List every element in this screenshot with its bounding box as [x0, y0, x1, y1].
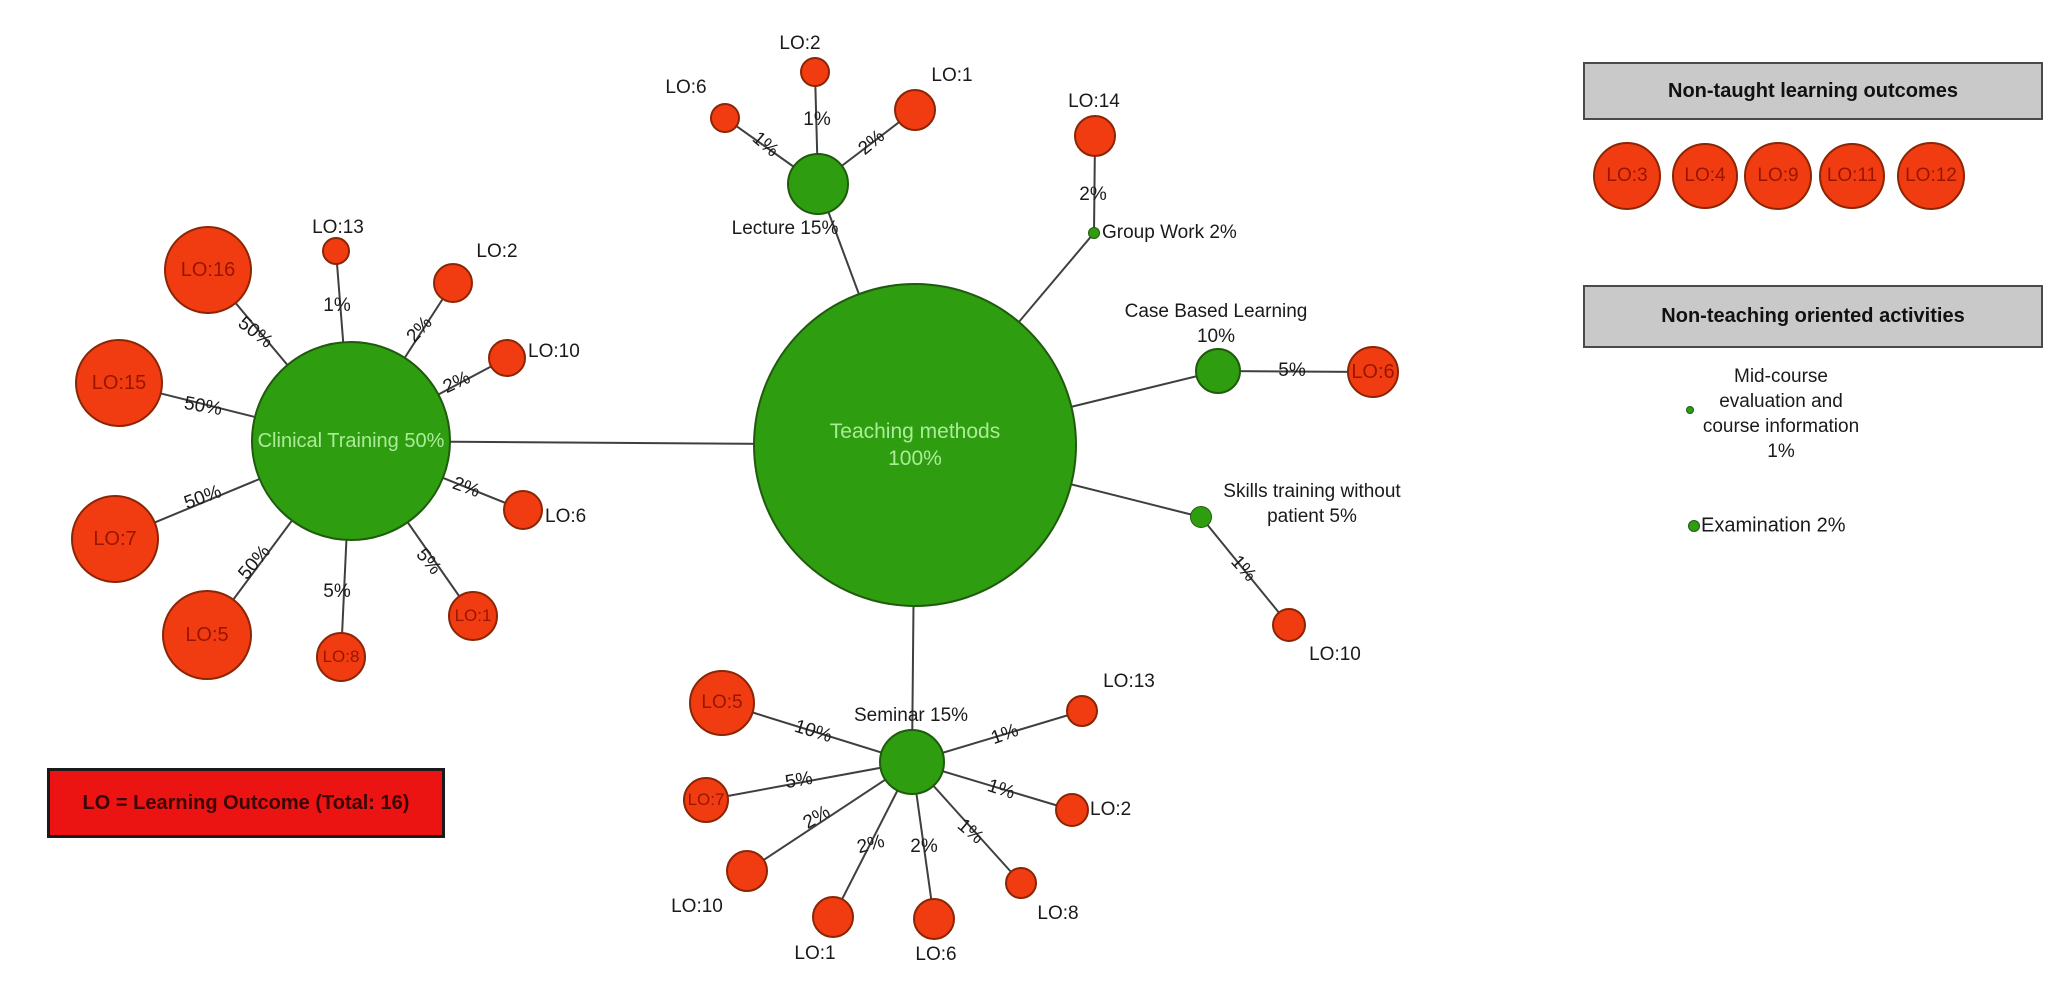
satellite-lecture-lo2: [800, 57, 830, 87]
hub-teaching-methods: Teaching methods 100%: [753, 283, 1077, 607]
non-taught-lo3-label: LO:3: [1606, 165, 1648, 186]
non-taught-lo4: LO:4: [1672, 143, 1738, 209]
satellite-seminar-lo5: LO:5: [689, 670, 755, 736]
satellite-clinical-lo10: [488, 339, 526, 377]
hub-group-work-dot: [1088, 227, 1100, 239]
hub-clinical-training: Clinical Training 50%: [251, 341, 451, 541]
midcourse-dot: [1686, 406, 1694, 414]
midcourse-line3: course information: [1702, 416, 1860, 437]
satellite-clinical-lo16-label: LO:16: [180, 258, 236, 281]
satellite-seminar-lo1-label: LO:1: [794, 943, 836, 964]
satellite-lecture-lo1: [894, 89, 936, 131]
satellite-clinical-lo7: LO:7: [71, 495, 159, 583]
hub-case-based-learning-label: Case Based Learning: [1124, 301, 1308, 322]
hub-teaching-methods-label: Teaching methods: [829, 420, 1001, 443]
satellite-clinical-lo16: LO:16: [164, 226, 252, 314]
panel-header-non-taught: Non-taught learning outcomes: [1583, 62, 2043, 120]
satellite-seminar-lo13: [1066, 695, 1098, 727]
satellite-seminar-lo2: [1055, 793, 1089, 827]
legend-box: LO = Learning Outcome (Total: 16): [47, 768, 445, 838]
non-taught-lo3: LO:3: [1593, 142, 1661, 210]
satellite-seminar-lo13-label: LO:13: [1103, 671, 1155, 692]
satellite-clinical-lo13-label: LO:13: [312, 217, 364, 238]
satellite-clinical-lo1-label: LO:1: [454, 606, 492, 625]
satellite-clinical-lo5-label: LO:5: [185, 623, 229, 646]
hub-clinical-training-label: Clinical Training 50%: [257, 430, 445, 452]
satellite-clinical-lo15: LO:15: [75, 339, 163, 427]
non-taught-lo12-label: LO:12: [1905, 165, 1957, 186]
midcourse-line2: evaluation and: [1719, 391, 1843, 412]
hub-case-based-learning-pct: 10%: [1196, 326, 1236, 347]
non-taught-lo11-label: LO:11: [1826, 165, 1878, 186]
hub-skills-training-label: Skills training without: [1223, 481, 1401, 502]
satellite-clinical-lo7-label: LO:7: [93, 527, 137, 550]
midcourse-text: Mid-course evaluation and course informa…: [1703, 364, 1859, 464]
satellite-seminar-lo1: [812, 896, 854, 938]
edge-label-seminar-lo7-pct: 5%: [783, 767, 815, 794]
satellite-clinical-lo5: LO:5: [162, 590, 252, 680]
hub-seminar-label: Seminar 15%: [853, 705, 969, 726]
edge-label-clinical-lo8-pct: 5%: [323, 581, 351, 602]
satellite-case-based-lo6: LO:6: [1347, 346, 1399, 398]
satellite-group-work-lo14-label: LO:14: [1068, 91, 1120, 112]
satellite-seminar-lo2-label: LO:2: [1090, 799, 1132, 820]
hub-skills-training-pct: patient 5%: [1267, 506, 1357, 527]
examination-label: Examination 2%: [1701, 514, 1846, 537]
satellite-clinical-lo15-label: LO:15: [91, 371, 147, 394]
satellite-clinical-lo6-label: LO:6: [545, 506, 587, 527]
legend-text: LO = Learning Outcome (Total: 16): [82, 791, 410, 814]
satellite-case-based-lo6-label: LO:6: [1351, 360, 1395, 383]
satellite-clinical-lo6: [503, 490, 543, 530]
edge-skills-lo10: [1200, 516, 1290, 626]
edge-label-group-work-lo14-pct: 2%: [1079, 184, 1107, 205]
non-taught-lo9: LO:9: [1744, 142, 1812, 210]
satellite-lecture-lo6-label: LO:6: [665, 77, 707, 98]
non-taught-lo4-label: LO:4: [1684, 165, 1726, 186]
satellite-seminar-lo6: [913, 898, 955, 940]
edge-label-case-based-lo6-pct: 5%: [1278, 360, 1306, 381]
satellite-clinical-lo1: LO:1: [448, 591, 498, 641]
satellite-lecture-lo2-label: LO:2: [779, 33, 821, 54]
edge-seminar-lo7: [705, 761, 913, 801]
hub-case-based-learning: [1195, 348, 1241, 394]
satellite-clinical-lo8-label: LO:8: [322, 647, 360, 666]
satellite-seminar-lo5-label: LO:5: [701, 692, 743, 713]
satellite-seminar-lo7-label: LO:7: [687, 790, 725, 809]
satellite-skills-lo10-label: LO:10: [1309, 644, 1361, 665]
edge-label-seminar-lo6-pct: 2%: [910, 836, 938, 857]
satellite-seminar-lo7: LO:7: [683, 777, 729, 823]
satellite-clinical-lo2-label: LO:2: [476, 241, 518, 262]
examination-dot: [1688, 520, 1700, 532]
midcourse-line1: Mid-course: [1734, 366, 1828, 387]
satellite-clinical-lo2: [433, 263, 473, 303]
satellite-group-work-lo14: [1074, 115, 1116, 157]
satellite-seminar-lo6-label: LO:6: [915, 944, 957, 965]
hub-group-work-label: Group Work 2%: [1102, 222, 1237, 243]
satellite-seminar-lo10-label: LO:10: [671, 896, 723, 917]
edge-label-lecture-lo2-pct: 1%: [803, 109, 831, 130]
hub-seminar: [879, 729, 945, 795]
non-taught-lo12: LO:12: [1897, 142, 1965, 210]
panel-header-non-taught-title: Non-taught learning outcomes: [1668, 79, 1958, 102]
midcourse-pct: 1%: [1767, 441, 1795, 462]
satellite-skills-lo10: [1272, 608, 1306, 642]
satellite-lecture-lo1-label: LO:1: [931, 65, 973, 86]
hub-skills-training-dot: [1190, 506, 1212, 528]
satellite-clinical-lo8: LO:8: [316, 632, 366, 682]
panel-header-non-teaching-title: Non-teaching oriented activities: [1661, 305, 1965, 327]
hub-teaching-methods-pct: 100%: [888, 447, 942, 470]
satellite-clinical-lo13: [322, 237, 350, 265]
satellite-seminar-lo8-label: LO:8: [1037, 903, 1079, 924]
satellite-clinical-lo10-label: LO:10: [528, 341, 580, 362]
edge-label-clinical-lo13-pct: 1%: [323, 295, 351, 316]
non-taught-lo11: LO:11: [1819, 143, 1885, 209]
satellite-seminar-lo8: [1005, 867, 1037, 899]
panel-header-non-teaching: Non-teaching oriented activities: [1583, 285, 2043, 348]
hub-lecture-label: Lecture 15%: [731, 218, 839, 239]
satellite-seminar-lo10: [726, 850, 768, 892]
non-taught-lo9-label: LO:9: [1757, 165, 1799, 186]
hub-lecture: [787, 153, 849, 215]
satellite-lecture-lo6: [710, 103, 740, 133]
